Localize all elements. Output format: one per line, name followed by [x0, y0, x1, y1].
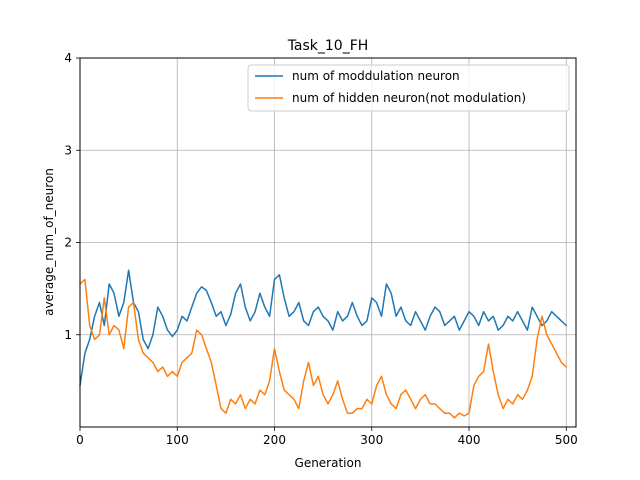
x-tick-label: 500	[555, 433, 578, 447]
series-line-modulation	[79, 269, 568, 387]
series-layer	[79, 269, 568, 419]
chart-title: Task_10_FH	[287, 38, 369, 54]
series-line-hidden	[79, 278, 568, 419]
y-axis-ticks: 1 2 3 4	[64, 51, 80, 342]
x-tick-label: 400	[458, 433, 481, 447]
x-tick-label: 300	[360, 433, 383, 447]
x-axis-label: Generation	[295, 456, 362, 470]
legend-label-modulation: num of moddulation neuron	[292, 69, 460, 83]
x-tick-label: 0	[76, 433, 84, 447]
legend: num of moddulation neuron num of hidden …	[247, 64, 570, 112]
x-tick-label: 100	[166, 433, 189, 447]
x-tick-label: 200	[263, 433, 286, 447]
legend-label-hidden: num of hidden neuron(not modulation)	[292, 91, 526, 105]
y-tick-label: 4	[64, 51, 72, 65]
y-tick-label: 1	[64, 328, 72, 342]
legend-box	[247, 64, 570, 112]
y-axis-label: average_num_of_neuron	[42, 168, 56, 316]
x-axis-ticks: 0 100 200 300 400 500	[76, 427, 578, 447]
y-tick-label: 3	[64, 143, 72, 157]
y-tick-label: 2	[64, 236, 72, 250]
